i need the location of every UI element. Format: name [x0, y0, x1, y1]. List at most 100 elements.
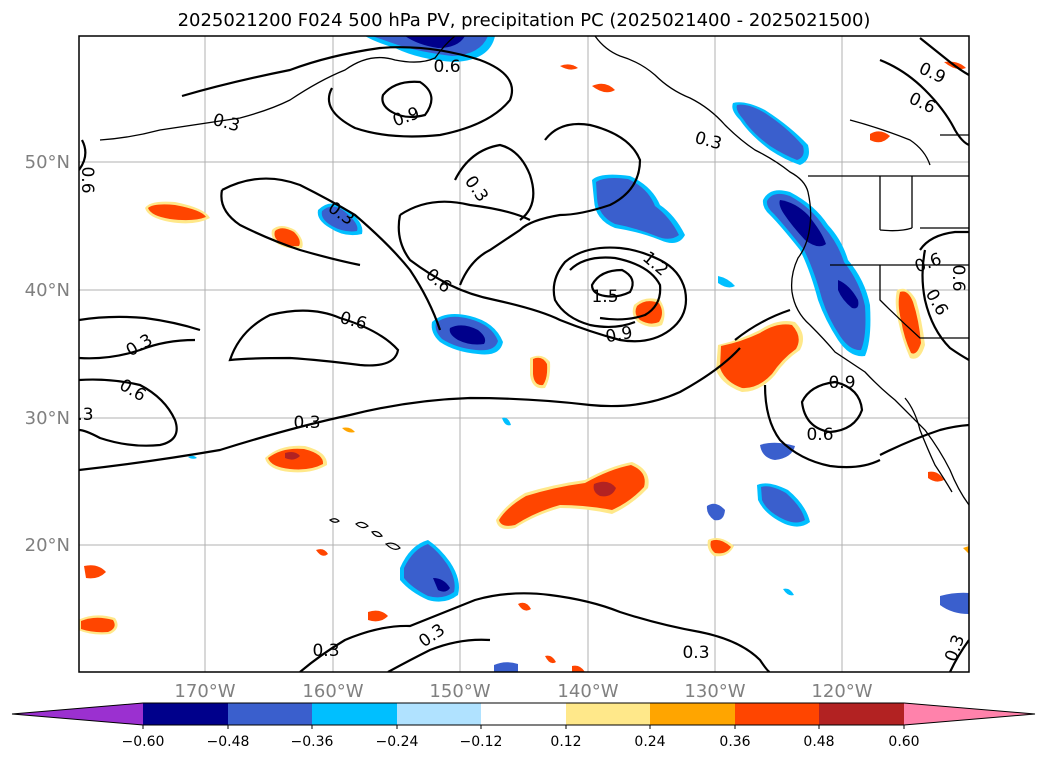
patch-far-west [145, 201, 210, 224]
contour-0.9-east [919, 230, 969, 361]
colorbar-tick-label: 0.24 [634, 734, 665, 750]
colorbar-segment [397, 703, 481, 725]
patch-sw-us [895, 288, 925, 359]
lon-label-140w: 140°W [557, 681, 618, 702]
colorbar-tick-label: 0.12 [550, 734, 581, 750]
colorbar-tick-marks [142, 725, 905, 729]
contour-0.6-edge [79, 139, 87, 171]
hawaiian-islands [328, 518, 401, 550]
lon-label-160w: 160°W [302, 681, 363, 702]
colorbar-segment [143, 703, 228, 725]
contour-0.3-west-b [220, 189, 361, 267]
contour-0.3-east [734, 308, 881, 469]
contour-0.3-far-west [79, 315, 201, 332]
colorbar-tick-label: −0.24 [376, 734, 419, 750]
colorbar-segment [312, 703, 397, 725]
contour-0.6-ne [919, 37, 969, 76]
colorbar-segment [228, 703, 312, 725]
state-line-ca-nv [879, 265, 969, 339]
contour-0.6-far-west [79, 378, 178, 447]
contour-label-27: 0.6 [806, 425, 833, 445]
gridlines [79, 36, 969, 672]
patch-south-central [496, 462, 649, 529]
lon-label-170w: 170°W [174, 681, 235, 702]
patch-west-mid [317, 203, 363, 236]
colorbar-extend-left [12, 703, 143, 725]
aleutian-alaska-coast [99, 36, 456, 141]
longitude-labels: 170°W 160°W 150°W 140°W 130°W 120°W [174, 681, 872, 702]
map-frame [78, 35, 970, 673]
contour-0.9-mid [552, 246, 636, 329]
contour-0.3-mid [458, 122, 642, 286]
colorbar-segment [566, 703, 650, 725]
contour-0.3-west [221, 177, 442, 331]
contour-1.2 [569, 256, 662, 321]
baja-california [904, 397, 953, 493]
contour-0.3-south-edge [949, 639, 969, 672]
map-content: 0.6 0.3 0.9 0.6 0.3 0.3 0.9 0.6 0.6 0.3 … [66, 36, 969, 672]
patch-south-east-1 [757, 483, 810, 527]
contour-0.9-ne [879, 58, 969, 147]
map-background [79, 36, 969, 672]
contour-0.3-long [79, 347, 741, 472]
contour-label-18: 0.3 [293, 413, 320, 433]
patch-central-north [592, 174, 685, 244]
patch-bc-coast [732, 102, 809, 165]
colorbar-segment [481, 703, 566, 725]
patch-pnw-coast [762, 190, 871, 357]
contour-label-12: 1.5 [591, 287, 618, 307]
lat-label-20n: 20°N [25, 535, 70, 556]
pv-contours [79, 37, 969, 672]
contour-label-1: 0.6 [433, 57, 460, 77]
colorbar-tick-label: −0.36 [291, 734, 334, 750]
contour-label-14: 0.9 [604, 323, 634, 347]
patch-central-mid [431, 314, 503, 355]
colorbar-segment [735, 703, 819, 725]
north-america-west-coast [594, 36, 969, 506]
colorbar-segment [650, 703, 735, 725]
contour-label-8: 0.6 [77, 166, 97, 193]
colorbar-segment [819, 703, 904, 725]
contour-0.3-south-b [387, 638, 491, 672]
colorbar-tick-label: −0.12 [460, 734, 503, 750]
patch-mid-left [530, 355, 551, 389]
contour-label-22: 0.3 [312, 641, 339, 661]
colorbar: −0.60 −0.48 −0.36 −0.24 −0.12 0.12 0.24 … [11, 702, 1036, 750]
contour-0.3-far-west-b [79, 338, 196, 360]
contour-label-15: 0.6 [948, 264, 968, 291]
contour-0.3-loop [454, 143, 535, 221]
contour-0.9-small [381, 80, 433, 119]
contour-0.6-east [800, 380, 864, 434]
colorbar-tick-label: 0.48 [803, 734, 834, 750]
figure-title: 2025021200 F024 500 hPa PV, precipitatio… [178, 10, 871, 31]
contour-0.3-south [299, 592, 771, 672]
colorbar-tick-label: −0.60 [122, 734, 165, 750]
contour-0.6-west-mid [228, 309, 400, 367]
coastlines [99, 36, 969, 506]
lat-label-30n: 30°N [25, 408, 70, 429]
latitude-labels: 50°N 40°N 30°N 20°N [25, 152, 70, 556]
colorbar-tick-label: 0.36 [719, 734, 750, 750]
contour-label-26: 0.3 [66, 405, 93, 425]
colorbar-tick-label: 0.60 [888, 734, 919, 750]
positive-anomaly-patches [79, 61, 969, 672]
lon-label-150w: 150°W [429, 681, 490, 702]
state-lines-nw [879, 176, 913, 232]
contour-0.6-mid [397, 200, 688, 343]
lon-label-120w: 120°W [811, 681, 872, 702]
lon-label-130w: 130°W [684, 681, 745, 702]
contour-label-20: 0.9 [828, 373, 855, 393]
lat-label-40n: 40°N [25, 280, 70, 301]
contour-0.3-southeast [879, 423, 969, 456]
patch-south-west-red [265, 445, 328, 473]
contour-0.9-north [181, 46, 513, 138]
patch-south-west [400, 540, 459, 602]
contour-label-24: 0.3 [682, 643, 709, 663]
patch-east-big [716, 321, 804, 392]
patch-small-reds [79, 61, 969, 672]
lat-label-50n: 50°N [25, 152, 70, 173]
interior-border [849, 119, 931, 166]
colorbar-extend-right [904, 703, 1035, 725]
contour-1.5 [590, 268, 634, 298]
